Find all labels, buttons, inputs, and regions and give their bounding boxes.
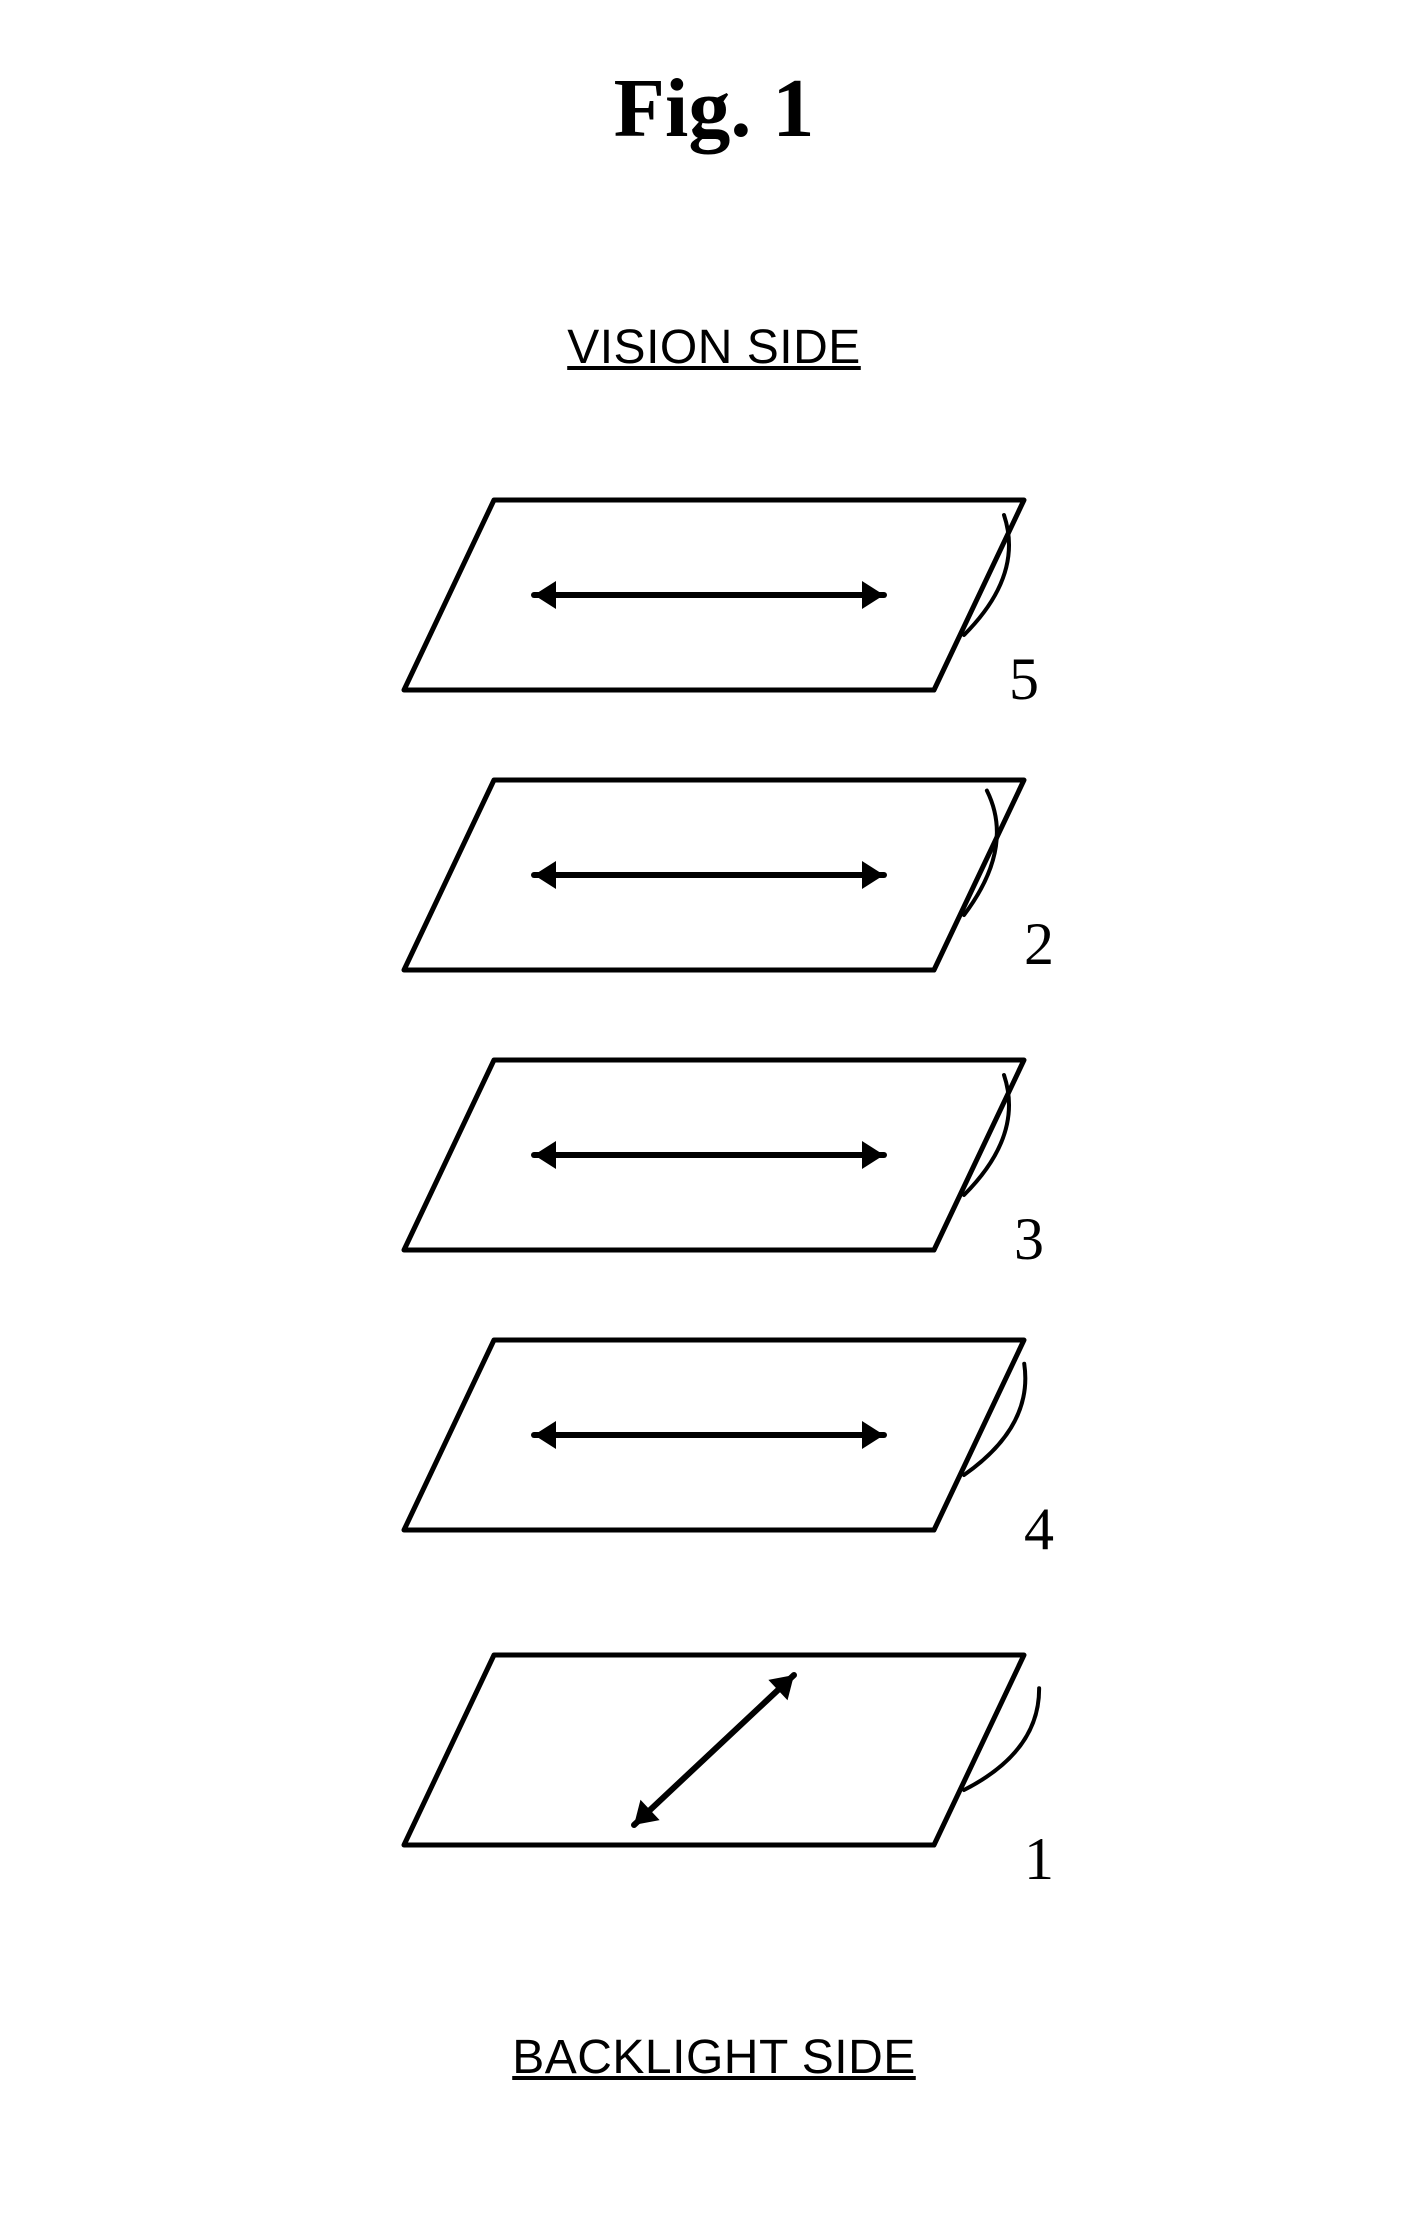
layer: 4 [324,1300,1104,1570]
layer-number: 1 [1024,1825,1054,1894]
layer-arrow-head [534,861,556,889]
layer-svg [324,740,1104,1010]
bottom-heading: BACKLIGHT SIDE [0,2030,1428,2085]
layer-arrow-head [862,581,884,609]
layer-arrow-line [634,1675,794,1825]
layer: 1 [324,1615,1104,1885]
layer-arrow-head [862,1141,884,1169]
layer-arrow-head [862,861,884,889]
layer-svg [324,1020,1104,1290]
layer-arrow-head [534,581,556,609]
layer: 2 [324,740,1104,1010]
top-heading: VISION SIDE [0,320,1428,375]
layer-svg [324,460,1104,730]
layer-number: 5 [1009,645,1039,714]
layer: 3 [324,1020,1104,1290]
layer-arrow-head [534,1141,556,1169]
figure-title: Fig. 1 [0,60,1428,157]
layer: 5 [324,460,1104,730]
layer-number: 2 [1024,910,1054,979]
layer-number: 4 [1024,1495,1054,1564]
layer-number: 3 [1014,1205,1044,1274]
layer-svg [324,1300,1104,1570]
figure-page: Fig. 1 VISION SIDE 5 2 3 4 1 BACKLIGH [0,0,1428,2235]
layer-leader [964,1364,1025,1475]
layer-arrow-head [534,1421,556,1449]
layer-svg [324,1615,1104,1885]
layer-arrow-head [862,1421,884,1449]
